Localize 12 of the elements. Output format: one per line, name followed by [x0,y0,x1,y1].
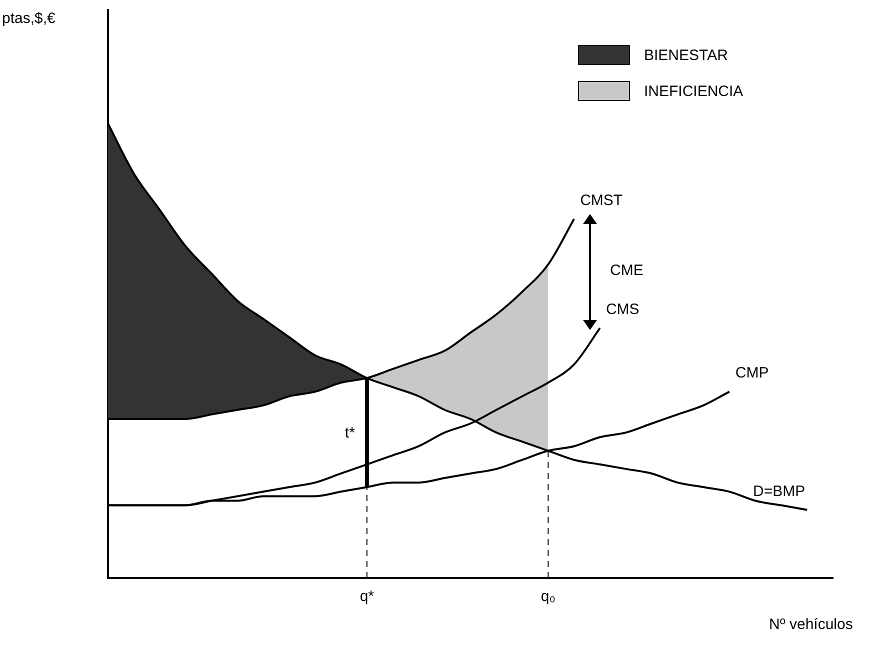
ref-line-label: t* [344,424,356,442]
x-tick-label: q* [360,588,374,606]
legend-label: BIENESTAR [644,46,728,64]
x-axis-title: Nº vehículos [769,616,853,633]
x-tick-label: q₀ [540,588,556,606]
series-label: CMST [580,192,623,210]
legend-label: INEFICIENCIA [644,82,744,100]
text: ptas,$,€ [2,10,56,27]
annotation: CME [610,262,644,279]
series-label: CMS [606,301,640,318]
series-label: D=BMP [753,482,806,500]
series-label: CMP [735,364,769,382]
